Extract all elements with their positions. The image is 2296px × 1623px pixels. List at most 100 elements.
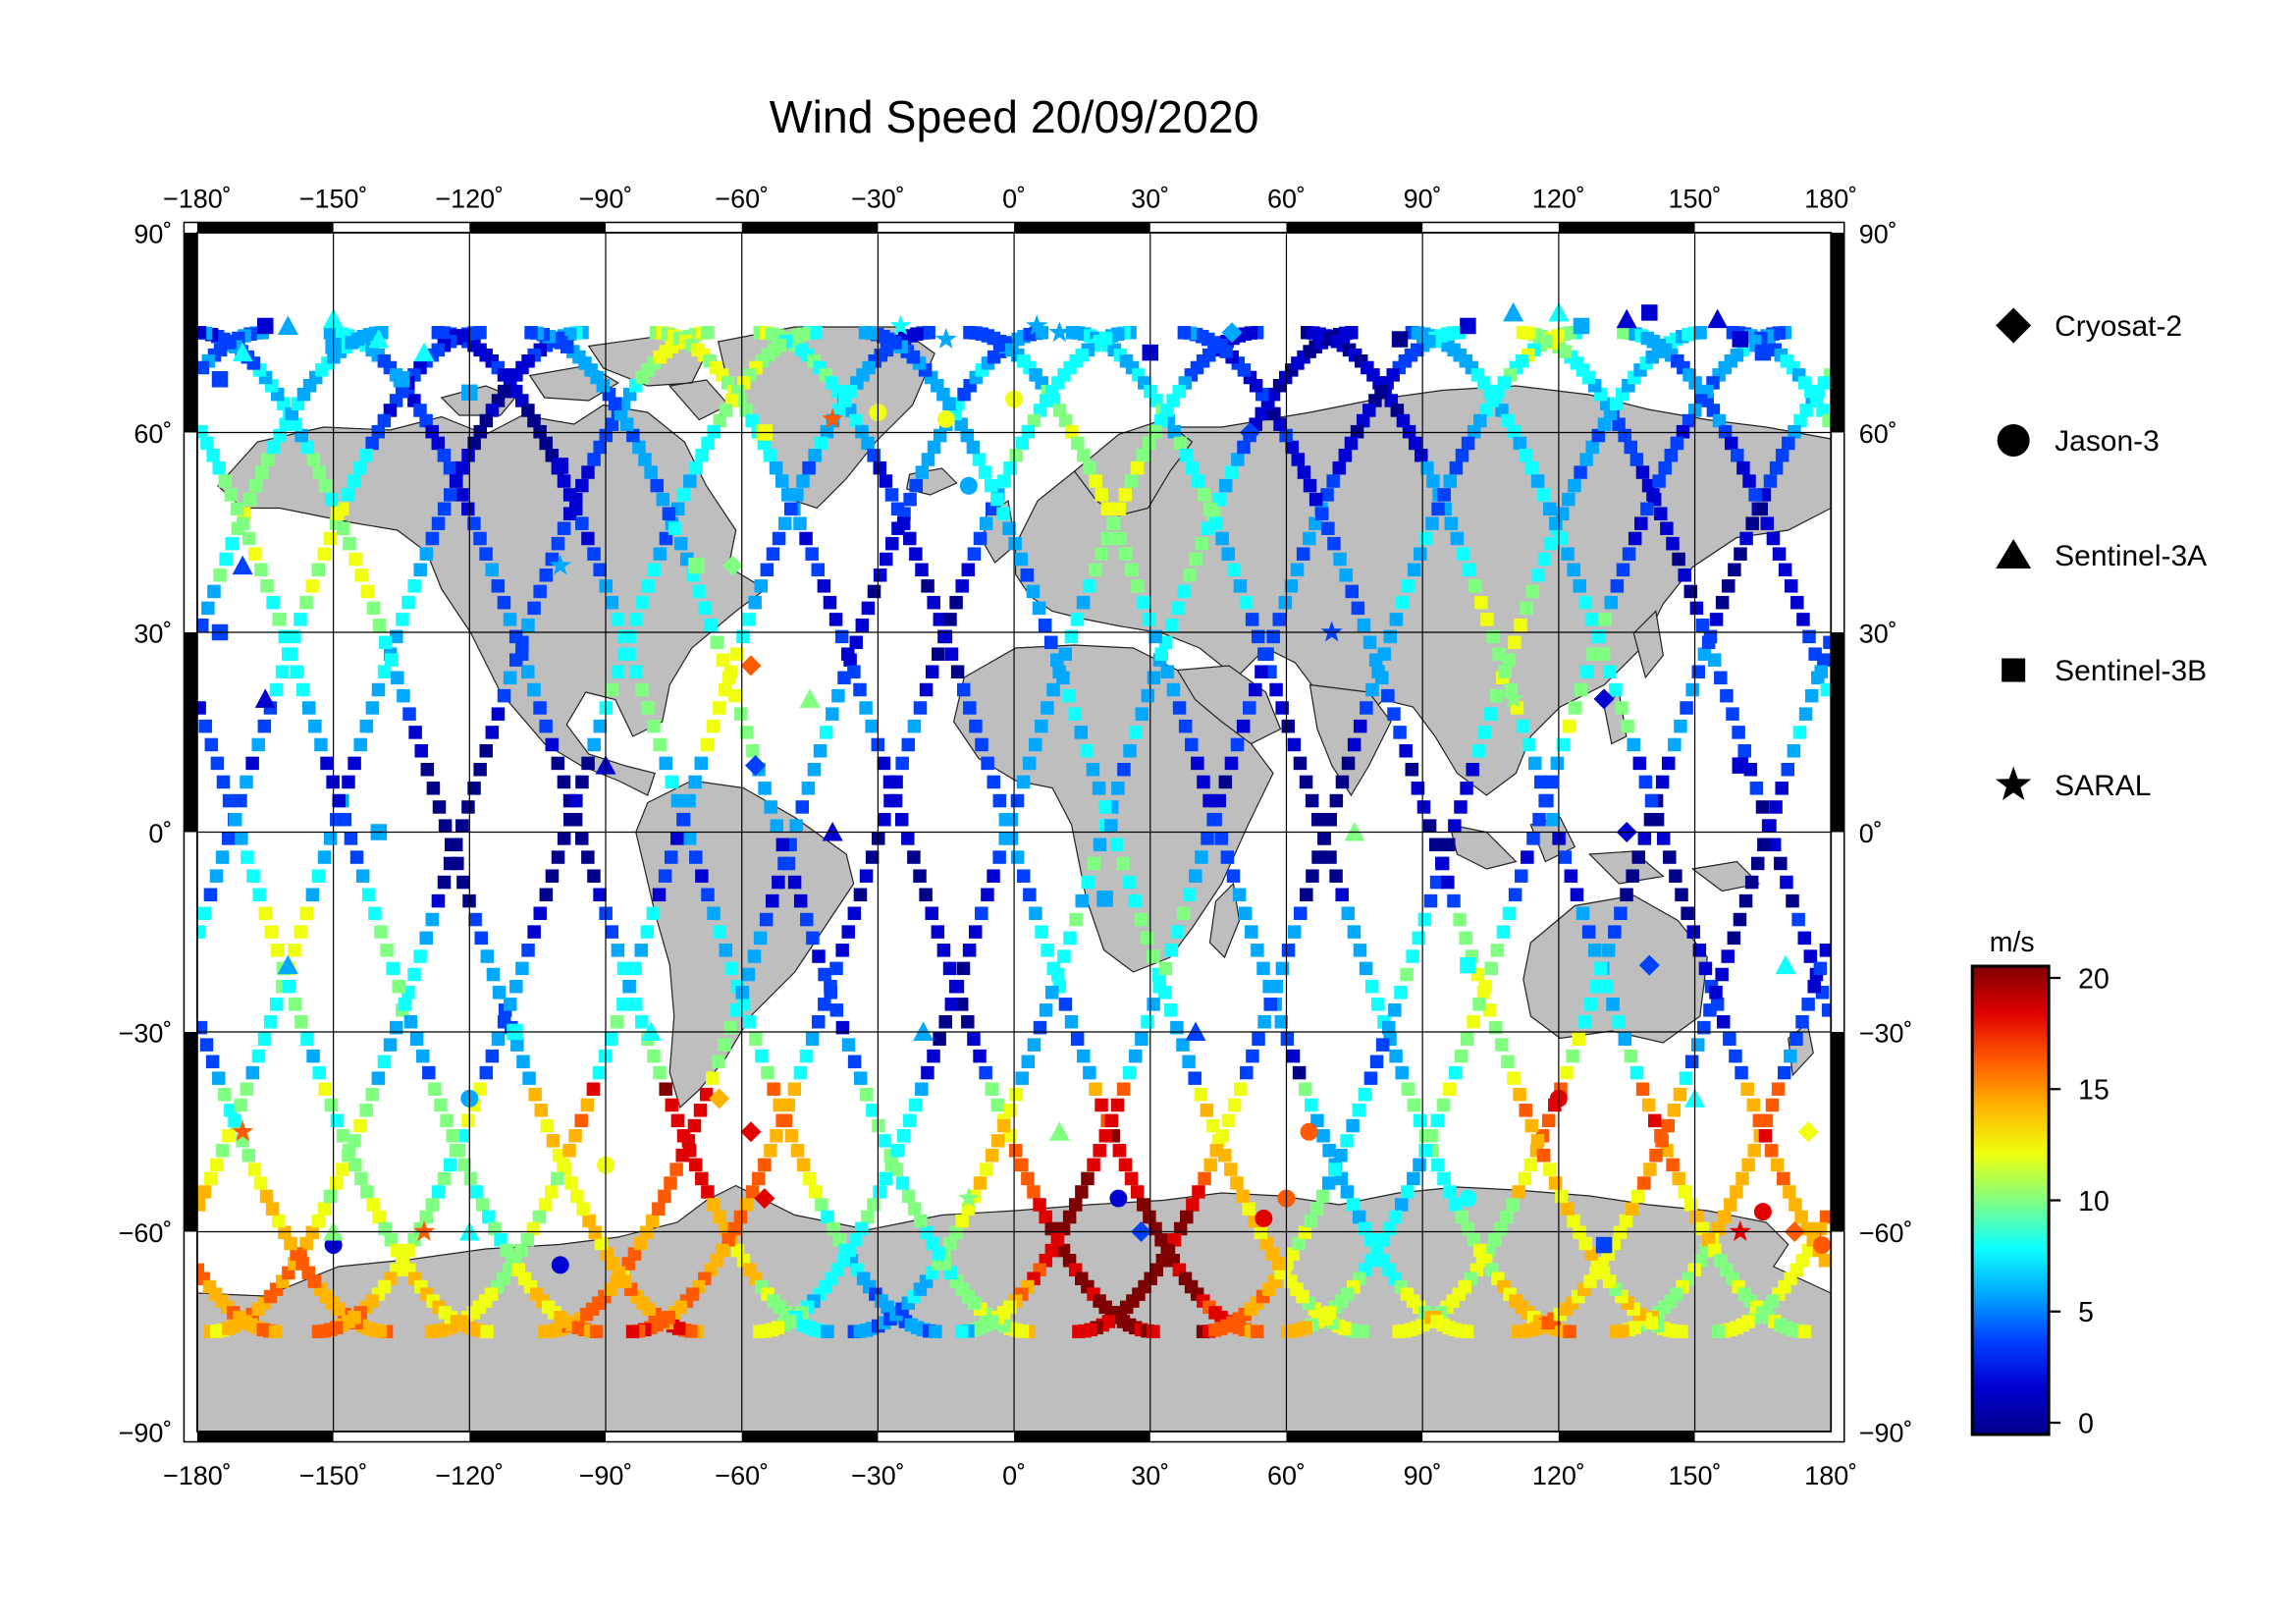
lat-tick-label-right: 60˚ [1859,419,1897,449]
lon-tick-label-top: −30˚ [851,184,905,213]
page-title: Wind Speed 20/09/2020 [769,91,1259,143]
frame-bar-top [1286,222,1423,233]
colorbar-tick-label: 15 [2078,1075,2109,1107]
lat-tick-label-left: −90˚ [119,1418,173,1447]
frame-bar-left [184,1032,197,1232]
lat-tick-label-left: 60˚ [133,419,172,449]
frame-bar-bottom [1558,1432,1695,1442]
lon-tick-label-top: 120˚ [1532,184,1585,213]
data-point-triangle [1707,308,1729,329]
data-point-square [1391,331,1409,348]
data-point-triangle [277,315,298,335]
data-point-square [1641,304,1658,321]
lon-tick-label-top: 90˚ [1404,184,1442,213]
colorbar-gradient [1970,964,2051,1436]
frame-bar-right [1831,632,1844,833]
legend: Cryosat-2 Jason-3 Sentinel-3A Sentinel-3B SA… [1996,307,2207,802]
data-point-square [393,370,410,388]
diamond-icon [1996,307,2032,344]
lon-tick-label-top: −90˚ [579,184,633,213]
lon-tick-label-bottom: 30˚ [1131,1461,1169,1490]
data-point-diamond [1797,1121,1819,1143]
data-point-circle [1813,1236,1832,1255]
triangle-icon [1996,539,2032,568]
map-grid [196,233,1832,1432]
lat-tick-label-left: 0˚ [148,819,172,848]
data-point-square [1096,891,1113,907]
southeast-asia-islands [1449,610,1760,893]
data-point-triangle [1775,954,1796,975]
data-point-square [1595,1236,1613,1254]
lon-tick-label-bottom: −150˚ [299,1461,368,1490]
data-point-circle [1459,1189,1477,1208]
north-america-landmass [217,404,767,796]
star-icon [1996,766,2032,801]
data-point-circle [1255,1209,1273,1227]
data-point-triangle [640,1021,662,1041]
data-point-circle [1109,1189,1128,1208]
frame-bar-top [469,222,607,233]
lon-tick-label-top: −150˚ [299,184,368,213]
colorbar-tick-label: 10 [2078,1186,2109,1217]
legend-label: Jason-3 [2055,425,2160,458]
lon-tick-label-bottom: −120˚ [435,1461,504,1490]
lon-tick-label-bottom: 120˚ [1532,1461,1585,1490]
data-point-diamond [1593,688,1615,710]
data-point-circle [551,1256,569,1274]
map-frame-bars [184,222,1844,1442]
frame-bar-left [184,233,197,433]
frame-bar-left [184,632,197,833]
lon-tick-label-top: −60˚ [715,184,769,213]
lon-tick-label-top: −120˚ [435,184,504,213]
data-point-diamond [740,1121,762,1143]
data-point-triangle [1344,822,1365,841]
legend-label: Cryosat-2 [2055,310,2182,343]
frame-bar-top [1014,222,1150,233]
data-point-diamond [1638,954,1660,976]
data-point-square [1460,956,1476,974]
lon-tick-label-bottom: 60˚ [1267,1461,1306,1490]
lon-tick-label-bottom: 180˚ [1804,1461,1857,1490]
circle-icon [1997,424,2030,457]
data-point-triangle [1048,1121,1070,1141]
data-point-square [257,317,274,335]
data-point-triangle [913,1021,934,1041]
lat-tick-label-right: 90˚ [1859,219,1897,248]
lat-tick-label-right: −30˚ [1859,1018,1913,1048]
square-icon [2002,658,2026,682]
lon-tick-label-bottom: −180˚ [163,1461,232,1490]
data-point-triangle [1185,1021,1206,1041]
lat-tick-label-right: 0˚ [1859,819,1883,848]
frame-bar-bottom [1014,1432,1150,1442]
data-point-diamond [745,755,767,777]
data-point-triangle [1616,308,1637,329]
data-point-circle [936,409,955,428]
lon-tick-label-bottom: −30˚ [851,1461,905,1490]
lon-tick-label-bottom: 0˚ [1002,1461,1026,1490]
data-point-square [1732,757,1749,774]
data-point-triangle [254,688,276,708]
data-point-square [688,557,705,574]
data-point-square [211,370,229,388]
lat-tick-label-right: −90˚ [1859,1418,1913,1447]
data-point-diamond [740,655,762,676]
data-point-square [1573,317,1590,335]
data-point-triangle [277,954,298,975]
data-point-circle [1300,1122,1318,1141]
data-point-triangle [1503,301,1524,322]
lon-tick-label-top: 60˚ [1267,184,1306,213]
colorbar-tick-label: 0 [2078,1408,2094,1439]
frame-bar-bottom [1286,1432,1423,1442]
data-point-diamond [709,1088,730,1109]
frame-bar-bottom [741,1432,879,1442]
colorbar: m/s 20 15 10 5 0 [1970,927,2109,1440]
colorbar-unit: m/s [1990,927,2035,958]
frame-bar-top [196,222,334,233]
colorbar-tick-label: 20 [2078,963,2109,995]
lon-tick-label-bottom: −60˚ [715,1461,769,1490]
data-point-square [1754,344,1772,361]
frame-bar-right [1831,1032,1844,1232]
lon-tick-label-top: 180˚ [1804,184,1857,213]
frame-bar-right [1831,233,1844,433]
